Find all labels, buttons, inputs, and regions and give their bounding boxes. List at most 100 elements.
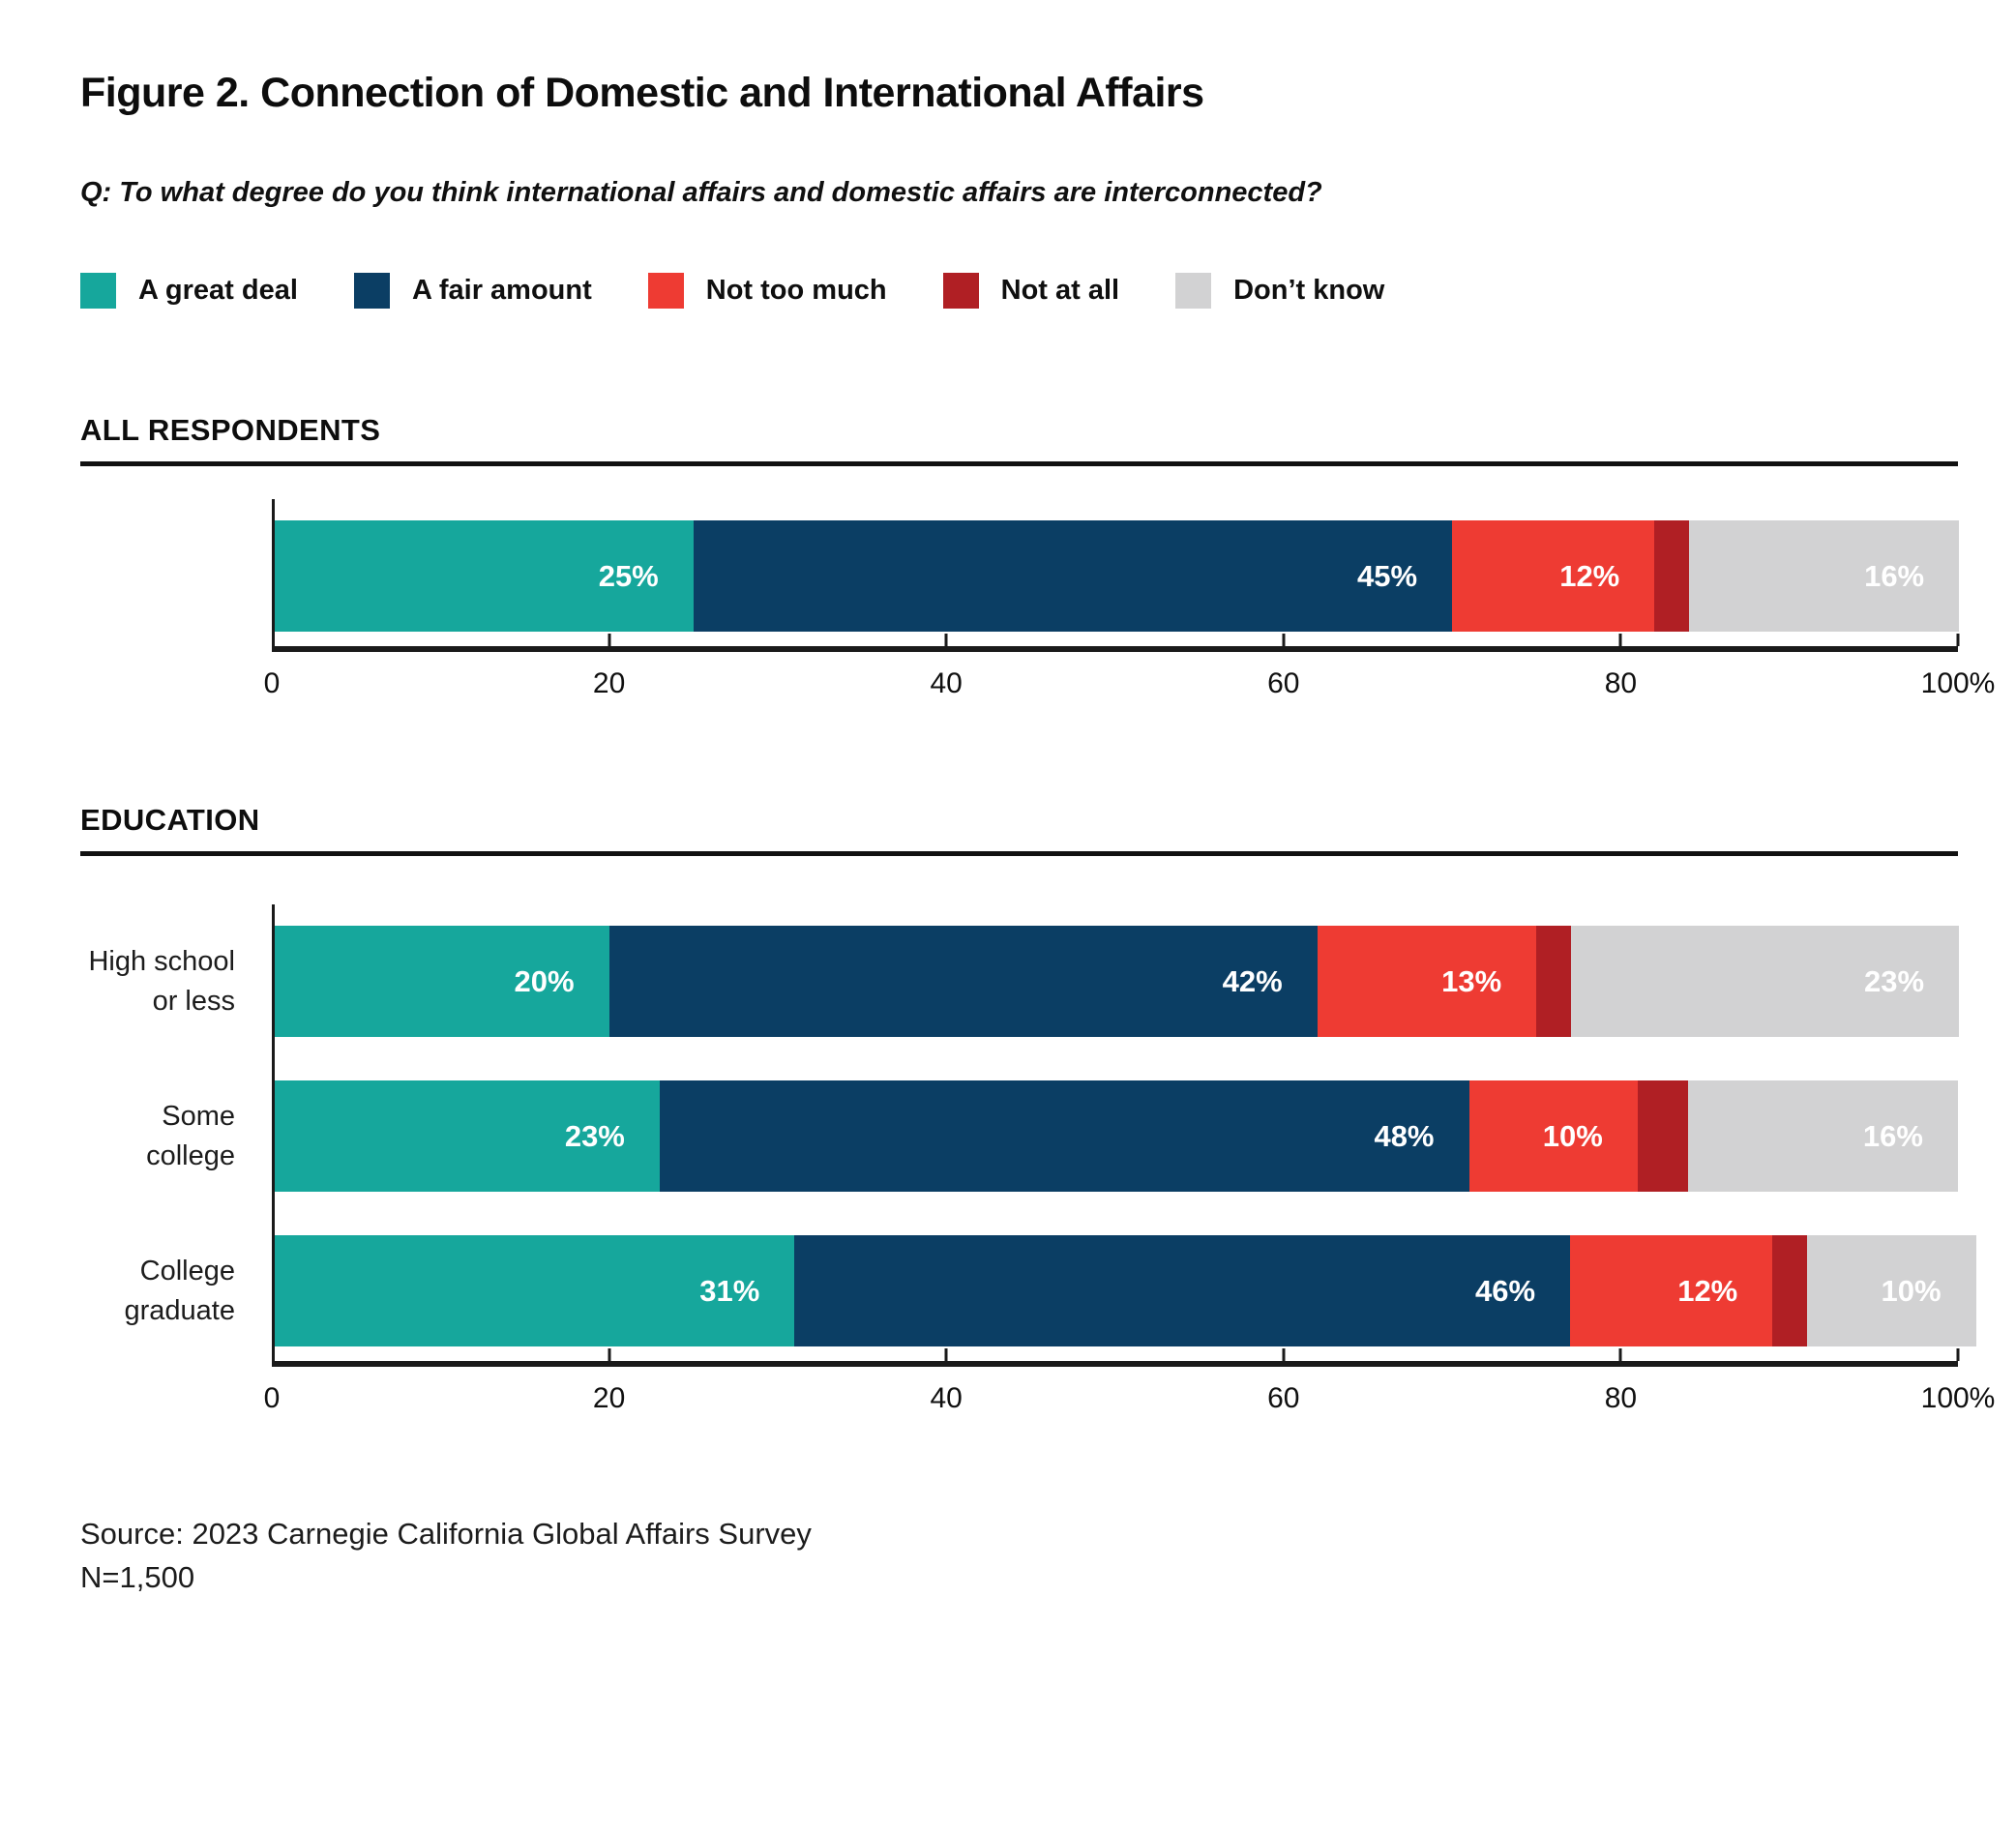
bar-segment-a-great-deal: 23% xyxy=(272,1080,660,1192)
legend-item-label: Not at all xyxy=(1000,275,1120,306)
axis-tick-label: 40 xyxy=(930,667,963,699)
row-label-line: High school xyxy=(88,946,235,978)
spacer xyxy=(80,856,1958,904)
axis-tick xyxy=(1956,634,1960,646)
sample-size: N=1,500 xyxy=(80,1559,195,1594)
charts-area: ALL RESPONDENTS 25% 45% 12% 16% 0 20 40 60 80 100%… xyxy=(80,309,1995,1421)
axis-tick xyxy=(1956,1348,1960,1361)
axis-tick xyxy=(944,1348,948,1361)
source-line: Source: 2023 Carnegie California Global … xyxy=(80,1517,812,1551)
bar-segment-value: 16% xyxy=(1864,558,1925,593)
bar-segment-dont-know: 16% xyxy=(1689,520,1960,632)
bar-segment-not-too-much: 12% xyxy=(1570,1235,1773,1346)
bar-segment-a-great-deal: 20% xyxy=(272,926,609,1037)
x-axis: 0 20 40 60 80 100% xyxy=(264,634,1995,706)
row-label: College graduate xyxy=(80,1235,272,1346)
bar-segment-not-too-much: 10% xyxy=(1468,1080,1638,1192)
bar-segment-not-at-all xyxy=(1637,1080,1689,1192)
axis-tick-label: 40 xyxy=(930,1382,963,1414)
bar-segment-value: 23% xyxy=(564,1118,625,1153)
stacked-bar-all-respondents: 25% 45% 12% 16% xyxy=(272,520,1960,632)
bar-rows: 25% 45% 12% 16% xyxy=(80,499,1960,646)
bar-segment-not-at-all xyxy=(1772,1235,1808,1346)
legend-color-swatch xyxy=(80,273,116,309)
axis-tick-label: 60 xyxy=(1267,667,1300,699)
bar-segment-a-fair-amount: 42% xyxy=(608,926,1318,1037)
chart-row-some-college: Some college 23% 48% 10% 16% xyxy=(80,1080,1958,1192)
chart-section-education: EDUCATION High school or less 20% 42% 13% 23% S… xyxy=(80,803,1995,1421)
section-rule xyxy=(80,461,1958,466)
chart-row-college-graduate: College graduate 31% 46% 12% 10% xyxy=(80,1235,1976,1346)
legend-item-a-fair-amount: A fair amount xyxy=(353,273,592,309)
stacked-bar-college-graduate: 31% 46% 12% 10% xyxy=(272,1235,1976,1346)
axis-tick-label: 20 xyxy=(592,667,626,699)
axis-tick xyxy=(1282,634,1286,646)
row-label: High school or less xyxy=(80,926,272,1037)
axis-tick xyxy=(1282,1348,1286,1361)
bar-segment-value: 42% xyxy=(1222,963,1283,998)
legend-color-swatch xyxy=(1175,273,1212,309)
bar-segment-dont-know: 10% xyxy=(1807,1235,1976,1346)
y-axis-spine xyxy=(272,904,275,1361)
chart-section-all-respondents: ALL RESPONDENTS 25% 45% 12% 16% 0 20 40 60 80 100% xyxy=(80,413,1995,706)
legend-item-label: A great deal xyxy=(138,275,298,306)
figure: Figure 2. Connection of Domestic and Int… xyxy=(0,70,2016,1600)
bar-segment-value: 20% xyxy=(514,963,575,998)
figure-title: Figure 2. Connection of Domestic and Int… xyxy=(80,70,1204,116)
bar-segment-value: 23% xyxy=(1864,963,1925,998)
axis-tick-label: 20 xyxy=(592,1382,626,1414)
row-label-line: College xyxy=(139,1256,235,1287)
y-axis-spine xyxy=(272,499,275,646)
bar-segment-value: 10% xyxy=(1542,1118,1603,1153)
stacked-bar-high-school-or-less: 20% 42% 13% 23% xyxy=(272,926,1960,1037)
legend-item-not-too-much: Not too much xyxy=(647,273,887,309)
axis-tick xyxy=(1618,634,1622,646)
bar-segment-not-at-all xyxy=(1536,926,1572,1037)
spacer xyxy=(80,466,1958,499)
bar-segment-not-too-much: 13% xyxy=(1317,926,1537,1037)
row-label-line: Some college xyxy=(146,1101,235,1171)
bar-segment-value: 12% xyxy=(1677,1273,1738,1308)
section-rule xyxy=(80,851,1958,856)
axis-tick-label: 0 xyxy=(263,667,281,699)
stacked-bar-some-college: 23% 48% 10% 16% xyxy=(272,1080,1958,1192)
bar-segment-value: 48% xyxy=(1374,1118,1435,1153)
axis-tick-label: 100% xyxy=(1920,1382,1996,1414)
axis-tick-label: 100% xyxy=(1920,667,1996,699)
bar-segment-a-great-deal: 25% xyxy=(272,520,694,632)
axis-tick xyxy=(608,634,611,646)
bar-segment-value: 45% xyxy=(1357,558,1418,593)
legend-color-swatch xyxy=(353,273,390,309)
axis-tick-label: 0 xyxy=(263,1382,281,1414)
legend-item-not-at-all: Not at all xyxy=(942,273,1120,309)
bar-segment-value: 10% xyxy=(1881,1273,1942,1308)
legend-item-label: Don’t know xyxy=(1233,275,1385,306)
chart-row-all-respondents: 25% 45% 12% 16% xyxy=(80,520,1960,632)
bar-segment-a-fair-amount: 46% xyxy=(794,1235,1571,1346)
plot-area: 25% 45% 12% 16% 0 20 40 60 80 100% xyxy=(80,499,1995,706)
bar-segment-not-at-all xyxy=(1654,520,1690,632)
section-heading-all-respondents: ALL RESPONDENTS xyxy=(80,413,381,447)
axis-tick-label: 80 xyxy=(1604,667,1638,699)
x-axis: 0 20 40 60 80 100% xyxy=(264,1348,1995,1421)
bar-segment-value: 46% xyxy=(1475,1273,1536,1308)
chart-row-high-school-or-less: High school or less 20% 42% 13% 23% xyxy=(80,926,1960,1037)
legend-item-label: Not too much xyxy=(705,275,887,306)
legend-color-swatch xyxy=(942,273,979,309)
axis-tick xyxy=(608,1348,611,1361)
axis-tick xyxy=(944,634,948,646)
bar-segment-not-too-much: 12% xyxy=(1452,520,1655,632)
bar-segment-dont-know: 23% xyxy=(1571,926,1960,1037)
bar-segment-a-fair-amount: 48% xyxy=(659,1080,1469,1192)
legend-color-swatch xyxy=(647,273,684,309)
axis-tick-label: 60 xyxy=(1267,1382,1300,1414)
bar-segment-value: 31% xyxy=(699,1273,760,1308)
legend-item-label: A fair amount xyxy=(411,275,592,306)
legend-item-dont-know: Don’t know xyxy=(1175,273,1384,309)
bar-segment-a-great-deal: 31% xyxy=(272,1235,795,1346)
source-note: Source: 2023 Carnegie California Global … xyxy=(80,1513,1958,1600)
bar-segment-a-fair-amount: 45% xyxy=(693,520,1453,632)
bar-segment-value: 12% xyxy=(1559,558,1620,593)
spacer xyxy=(80,706,1958,803)
section-heading-education: EDUCATION xyxy=(80,803,260,837)
